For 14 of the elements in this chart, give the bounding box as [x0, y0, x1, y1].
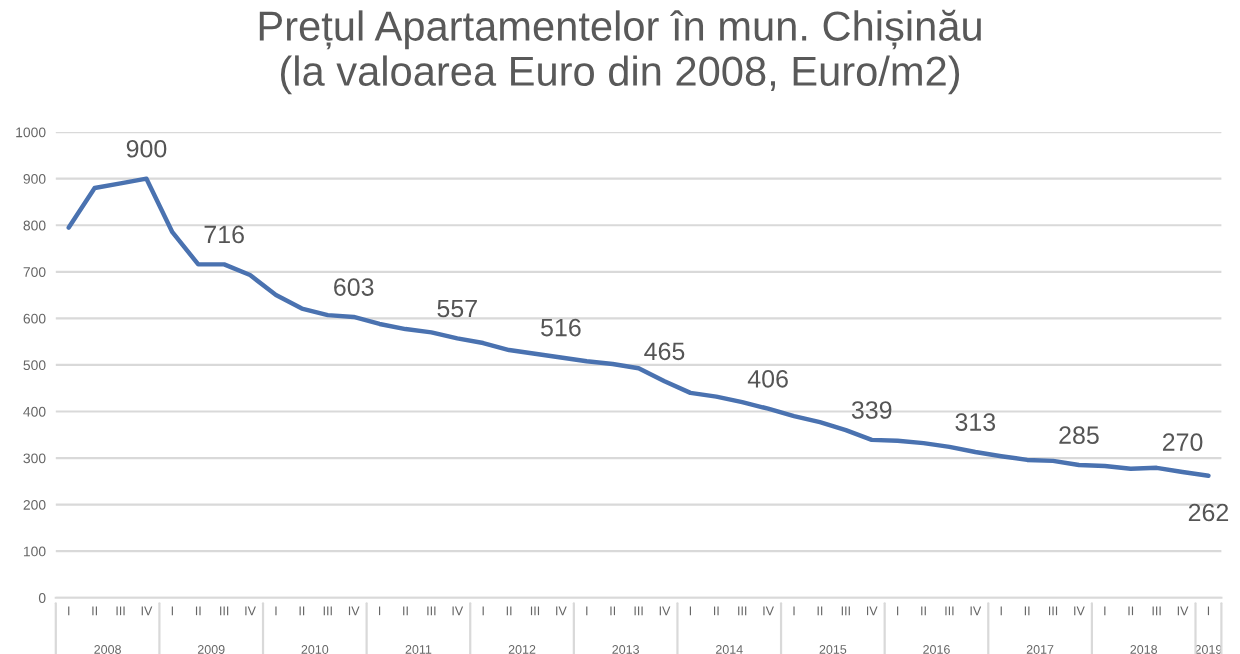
data-label: 900 — [126, 139, 167, 158]
data-label: 339 — [851, 401, 892, 419]
data-label: 716 — [204, 225, 244, 244]
data-label: 313 — [955, 413, 996, 431]
data-label: 262 — [1188, 503, 1229, 522]
data-label: 516 — [541, 318, 581, 337]
data-label: 406 — [747, 369, 788, 388]
line-series — [66, 176, 1211, 478]
data-label: 465 — [644, 342, 685, 361]
data-label: 270 — [1162, 433, 1203, 451]
data-label: 557 — [437, 299, 477, 318]
chart-title: Prețul Apartamentelor în mun. Chișinău (la valoarea Euro din 2008, Euro/m2) — [259, 9, 981, 95]
data-label: 603 — [334, 278, 374, 296]
data-label: 285 — [1059, 426, 1099, 444]
